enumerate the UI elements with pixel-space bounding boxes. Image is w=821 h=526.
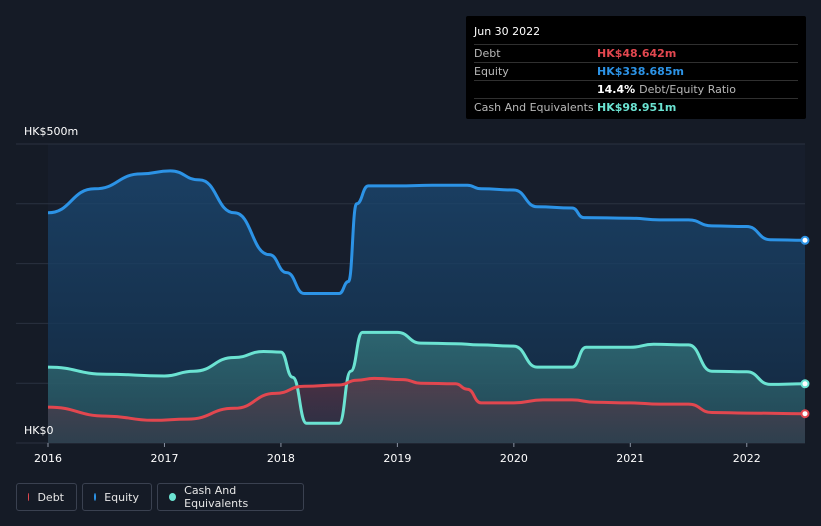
- tooltip-row-cash: Cash And Equivalents HK$98.951m: [474, 98, 798, 116]
- legend-item-cash[interactable]: Cash And Equivalents: [157, 483, 304, 511]
- legend-label: Equity: [104, 490, 139, 504]
- tooltip-value: 14.4%: [597, 83, 636, 96]
- debt-line: [47, 376, 806, 422]
- x-tick-label: 2017: [150, 452, 178, 465]
- tooltip-label: Cash And Equivalents: [474, 101, 594, 114]
- legend-label: Cash And Equivalents: [184, 484, 249, 510]
- tooltip-row-debt: Debt HK$48.642m: [474, 44, 798, 62]
- debt-endpoint-marker: [800, 409, 810, 419]
- x-tick-label: 2019: [383, 452, 411, 465]
- tooltip-label: Debt: [474, 47, 501, 60]
- tooltip-date: Jun 30 2022: [474, 25, 541, 38]
- y-tick-label: HK$0: [24, 424, 53, 437]
- legend-item-debt[interactable]: Debt: [16, 483, 77, 511]
- legend-item-equity[interactable]: Equity: [82, 483, 152, 511]
- cash-and-equivalents-endpoint-marker: [800, 379, 810, 389]
- tooltip-row-equity: Equity HK$338.685m: [474, 62, 798, 80]
- equity-line: [47, 169, 806, 295]
- legend-label: Debt: [37, 490, 64, 504]
- cash-dot-icon: [169, 493, 177, 501]
- tooltip-row-ratio: 14.4% Debt/Equity Ratio: [474, 80, 798, 98]
- x-tick-label: 2018: [267, 452, 295, 465]
- equity-endpoint-marker: [800, 235, 810, 245]
- equity-dot-icon: [94, 493, 97, 501]
- cash-and-equivalents-line: [47, 330, 806, 425]
- x-tick-label: 2016: [34, 452, 62, 465]
- tooltip-label: Equity: [474, 65, 509, 78]
- x-tick-label: 2022: [733, 452, 761, 465]
- tooltip-value: HK$98.951m: [597, 101, 677, 114]
- tooltip-value: HK$48.642m: [597, 47, 677, 60]
- data-tooltip: Jun 30 2022 Debt HK$48.642m Equity HK$33…: [466, 16, 806, 119]
- tooltip-ratio-caption: Debt/Equity Ratio: [639, 83, 736, 96]
- debt-dot-icon: [28, 493, 30, 501]
- x-tick-label: 2020: [500, 452, 528, 465]
- debt-area: [48, 378, 805, 443]
- y-tick-label: HK$500m: [24, 125, 78, 138]
- tooltip-value: HK$338.685m: [597, 65, 684, 78]
- x-tick-label: 2021: [616, 452, 644, 465]
- history-shade: [16, 144, 48, 443]
